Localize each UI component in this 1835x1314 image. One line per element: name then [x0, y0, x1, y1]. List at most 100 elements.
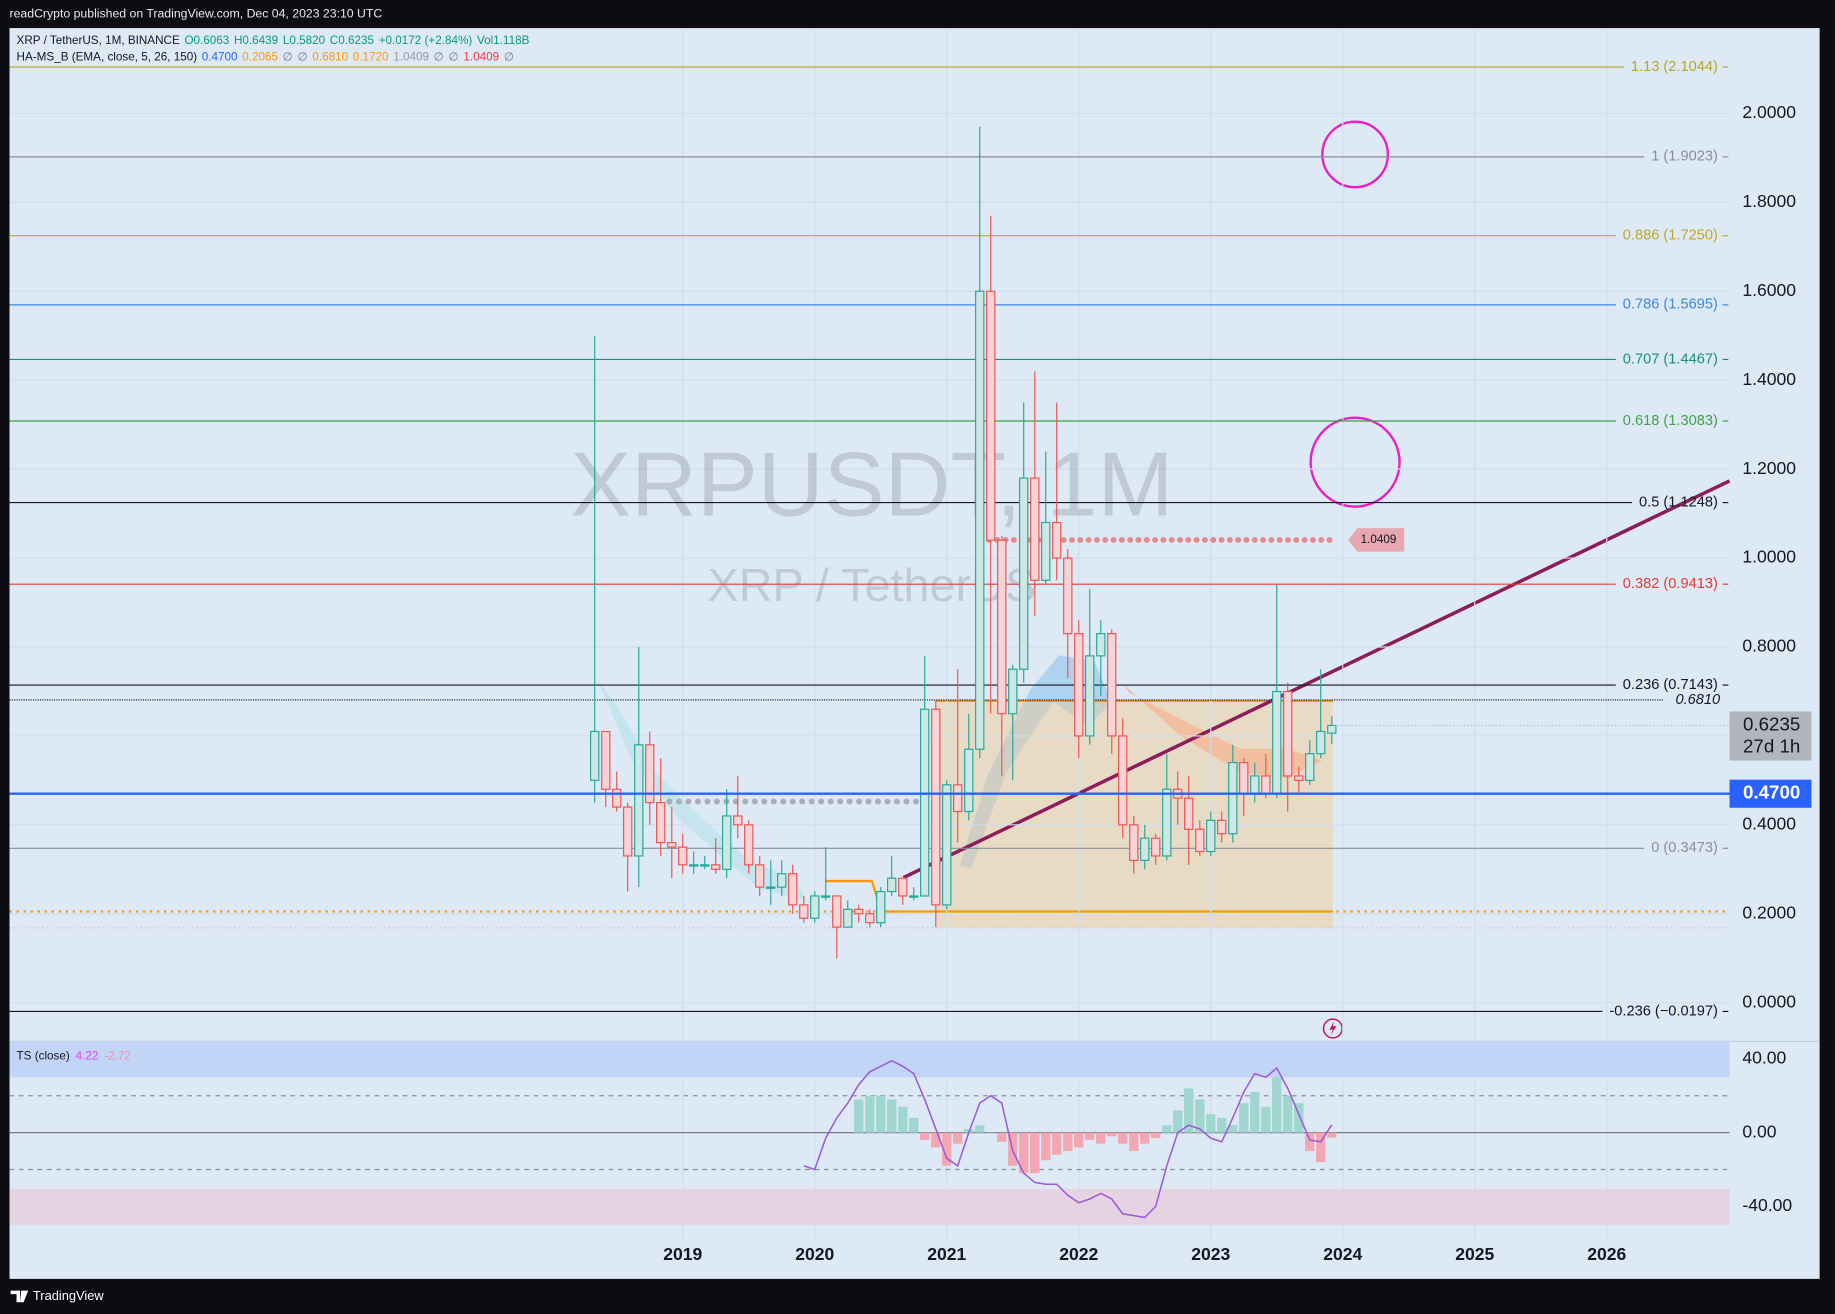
y-tick-label: 1.8000 — [1742, 191, 1796, 211]
candle-body — [1074, 633, 1084, 737]
candle-body — [645, 744, 655, 804]
y-tick-label: -40.00 — [1742, 1195, 1792, 1215]
candle-body — [964, 748, 974, 813]
legend-item: ∅ — [449, 50, 459, 63]
histogram-bar — [931, 1132, 941, 1148]
histogram-bar — [1305, 1132, 1315, 1152]
legend-item: HA-MS_B (EMA, close, 5, 26, 150) — [17, 50, 198, 63]
candle-body — [898, 877, 908, 897]
legend-item: 0.2065 — [242, 50, 278, 63]
histogram-bar — [1074, 1132, 1084, 1148]
candle-body — [1041, 521, 1051, 581]
histogram-bar — [1052, 1132, 1062, 1155]
target-circle — [1309, 416, 1401, 508]
watermark: XRPUSDT, 1M — [570, 434, 1173, 536]
legend-item: C0.6235 — [330, 34, 375, 47]
histogram-bar — [1217, 1117, 1227, 1133]
candle-body — [766, 886, 776, 889]
candle-body — [1008, 668, 1018, 715]
candle-body — [1250, 775, 1260, 795]
candle-body — [700, 864, 710, 867]
trend-line — [902, 479, 1731, 880]
ha-level-tag — [1348, 528, 1405, 552]
fib-label: 0.5 (1.1248) — [1639, 494, 1718, 510]
y-tick-label: 0.8000 — [1742, 636, 1796, 656]
candle-body — [678, 846, 688, 866]
histogram-bar — [953, 1132, 963, 1144]
fib-label: 0.236 (0.7143) — [1623, 677, 1718, 693]
candle-body — [876, 890, 886, 924]
x-tick-label: 2026 — [1587, 1244, 1626, 1264]
candle-body — [920, 708, 930, 897]
legend-item: H0.6439 — [234, 34, 278, 47]
price-badge — [1729, 779, 1812, 808]
candle-body — [755, 864, 765, 888]
candle-body — [832, 895, 842, 928]
histogram-bar — [1250, 1092, 1260, 1133]
countdown-label: 27d 1h — [1743, 736, 1800, 757]
histogram-bar — [1151, 1132, 1161, 1139]
histogram-bar — [1206, 1114, 1216, 1133]
footer-brand: TradingView — [33, 1288, 104, 1303]
y-tick-label: 0.4000 — [1742, 813, 1796, 833]
candle-body — [843, 908, 853, 928]
legend-item: 0.4700 — [202, 50, 238, 63]
ha-level-label: 1.0409 — [1361, 533, 1397, 546]
candle-body — [777, 873, 787, 888]
histogram-bar — [1096, 1132, 1106, 1144]
histogram-bar — [1239, 1103, 1249, 1133]
histogram-bar — [920, 1132, 930, 1140]
watermark: XRP / TetherUS — [708, 559, 1037, 611]
candle-body — [986, 290, 996, 541]
histogram-bar — [1019, 1132, 1029, 1174]
histogram-bar — [1316, 1132, 1326, 1163]
candle-body — [788, 873, 798, 906]
chart-background — [9, 28, 1820, 1279]
fib-label: 0.886 (1.7250) — [1623, 228, 1718, 244]
candle-body — [953, 784, 963, 813]
histogram-bar — [975, 1125, 985, 1133]
candle-body — [733, 815, 743, 826]
fib-label: 1.13 (2.1044) — [1631, 59, 1718, 75]
y-tick-label: 1.4000 — [1742, 369, 1796, 389]
candle-body — [1030, 477, 1040, 581]
target-circle — [1321, 120, 1390, 189]
candle-body — [1085, 655, 1095, 737]
candle-body — [1118, 735, 1128, 826]
histogram-bar — [1129, 1132, 1139, 1152]
event-icon-bolt — [1329, 1021, 1337, 1036]
histogram-bar — [1283, 1095, 1293, 1133]
candle-body — [942, 784, 952, 906]
last-price-badge — [1729, 711, 1812, 761]
candle-body — [865, 913, 875, 924]
candle-body — [711, 864, 721, 870]
y-tick-label: 0.0000 — [1742, 991, 1796, 1011]
candle-body — [667, 842, 677, 848]
candle-body — [612, 788, 622, 808]
candle-body — [1217, 819, 1227, 835]
last-price-label: 0.6235 — [1743, 713, 1800, 734]
x-tick-label: 2024 — [1323, 1244, 1362, 1264]
fib-label: 0.786 (1.5695) — [1623, 297, 1718, 313]
y-tick-label: 0.00 — [1742, 1121, 1776, 1141]
candle-body — [1129, 824, 1139, 861]
legend-item: Vol1.118B — [477, 34, 530, 47]
ema-cloud — [959, 655, 1112, 869]
brand-logo — [10, 1290, 29, 1303]
fib-label: -0.236 (−0.0197) — [1609, 1003, 1717, 1019]
candle-body — [634, 744, 644, 857]
legend-item: TS (close) — [17, 1050, 70, 1063]
candle-body — [931, 708, 941, 906]
fib-label: 1 (1.9023) — [1651, 149, 1718, 165]
legend-line: XRP / TetherUS, 1M, BINANCE O0.6063 H0.643… — [17, 34, 530, 47]
legend-item: L0.5820 — [283, 34, 326, 47]
histogram-bar — [1041, 1132, 1051, 1161]
legend-item: ∅ — [504, 50, 514, 63]
histogram-bar — [1228, 1125, 1238, 1133]
histogram-bar — [854, 1099, 864, 1133]
candle-body — [1316, 730, 1326, 755]
x-tick-label: 2019 — [663, 1244, 702, 1264]
histogram-bar — [1272, 1077, 1282, 1133]
histogram-bar — [887, 1099, 897, 1133]
